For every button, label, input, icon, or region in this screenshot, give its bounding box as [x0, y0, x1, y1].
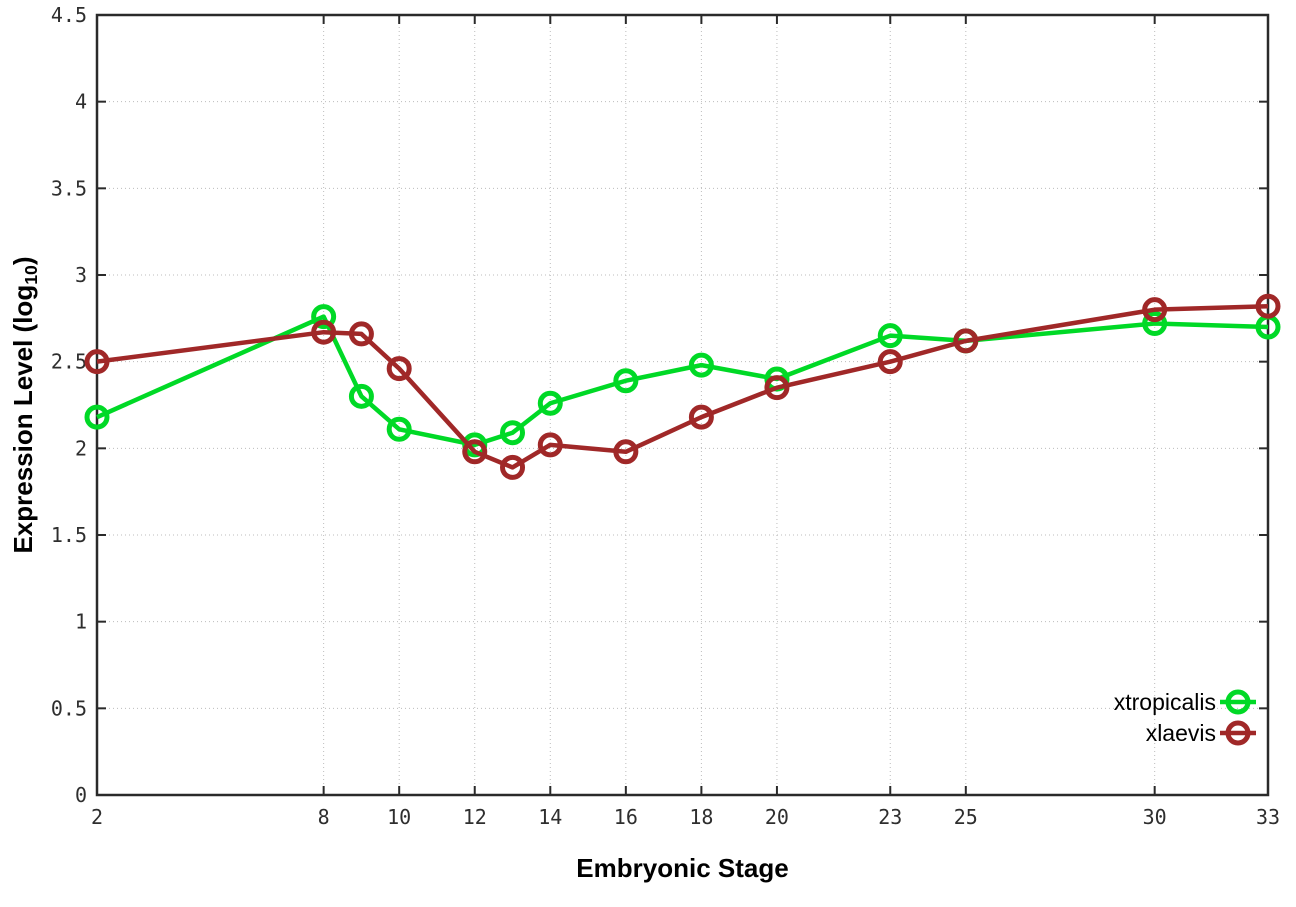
- data-point-xtropicalis: [84, 404, 110, 430]
- x-tick-label: 12: [463, 805, 487, 829]
- x-tick-label: 2: [91, 805, 103, 829]
- x-tick-label: 16: [614, 805, 638, 829]
- data-point-xtropicalis: [500, 420, 526, 446]
- data-point-xlaevis: [386, 356, 412, 382]
- data-point-xtropicalis: [537, 390, 563, 416]
- data-point-xlaevis: [877, 349, 903, 375]
- y-axis-title-suffix: ): [8, 256, 39, 266]
- data-point-xlaevis: [764, 375, 790, 401]
- x-tick-label: 10: [387, 805, 411, 829]
- plot-border: [95, 13, 1270, 797]
- data-point-xtropicalis: [613, 368, 639, 394]
- legend-label-xtropicalis: xtropicalis: [1113, 689, 1216, 715]
- y-axis-title: Expression Level (log10): [8, 256, 42, 553]
- data-point-xlaevis: [462, 439, 488, 465]
- data-point-xlaevis: [613, 439, 639, 465]
- data-point-xlaevis: [311, 319, 337, 345]
- y-tick-label: 4: [75, 90, 87, 114]
- data-point-xtropicalis: [386, 416, 412, 442]
- y-axis-title-text: Expression Level (log: [8, 284, 39, 554]
- y-tick-label: 4.5: [51, 3, 87, 27]
- y-axis-title-subscript: 10: [20, 265, 41, 285]
- x-tick-label: 23: [878, 805, 902, 829]
- x-tick-label: 8: [318, 805, 330, 829]
- y-tick-label: 3.5: [51, 176, 87, 200]
- data-point-xlaevis: [1255, 293, 1281, 319]
- data-point-xlaevis: [688, 404, 714, 430]
- data-point-xlaevis: [1142, 297, 1168, 323]
- data-point-xlaevis: [84, 349, 110, 375]
- x-tick-label: 30: [1143, 805, 1167, 829]
- y-tick-label: 1: [75, 610, 87, 634]
- data-point-xtropicalis: [311, 304, 337, 330]
- x-tick-label: 14: [538, 805, 562, 829]
- y-tick-label: 2.5: [51, 350, 87, 374]
- y-tick-label: 1.5: [51, 523, 87, 547]
- data-point-xlaevis: [500, 454, 526, 480]
- y-tick-label: 2: [75, 436, 87, 460]
- legend-marker-xlaevis: [1225, 720, 1251, 746]
- data-point-xlaevis: [537, 432, 563, 458]
- data-point-xtropicalis: [348, 383, 374, 409]
- data-point-xtropicalis: [688, 352, 714, 378]
- data-point-xtropicalis: [877, 323, 903, 349]
- x-axis-title: Embryonic Stage: [576, 853, 789, 883]
- x-tick-label: 20: [765, 805, 789, 829]
- y-tick-label: 0: [75, 783, 87, 807]
- y-tick-label: 3: [75, 263, 87, 287]
- x-tick-label: 18: [689, 805, 713, 829]
- data-point-xlaevis: [953, 328, 979, 354]
- data-point-xlaevis: [348, 321, 374, 347]
- data-point-xtropicalis: [1142, 311, 1168, 337]
- x-tick-label: 25: [954, 805, 978, 829]
- legend-label-xlaevis: xlaevis: [1145, 720, 1216, 746]
- x-tick-label: 33: [1256, 805, 1280, 829]
- legend-marker-xtropicalis: [1225, 689, 1251, 715]
- y-tick-label: 0.5: [51, 696, 87, 720]
